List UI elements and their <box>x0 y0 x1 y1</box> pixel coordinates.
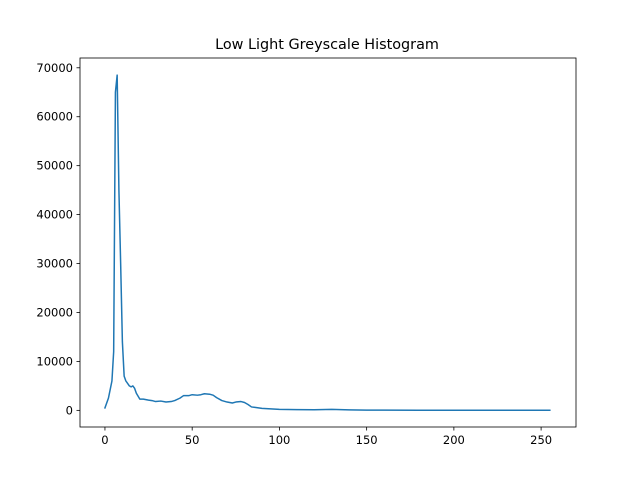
chart-title: Low Light Greyscale Histogram <box>215 37 439 53</box>
x-tick-label: 50 <box>185 433 200 447</box>
plot-area: 0 50 100 150 200 250 0 10000 20000 30000 40000 5000… <box>36 61 552 447</box>
x-tick-label: 150 <box>356 433 378 447</box>
x-tick-label: 200 <box>443 433 465 447</box>
y-tick-label: 30000 <box>36 257 73 271</box>
y-tick-label: 70000 <box>36 61 73 75</box>
y-tick-label: 40000 <box>36 208 73 222</box>
axes-frame <box>79 57 577 428</box>
x-tick-label: 250 <box>530 433 552 447</box>
y-tick-label: 10000 <box>36 354 73 368</box>
y-tick-label: 20000 <box>36 305 73 319</box>
y-tick-label: 0 <box>66 403 73 417</box>
series-line-0 <box>103 74 551 412</box>
x-tick-label: 100 <box>268 433 290 447</box>
y-tick-label: 60000 <box>36 110 73 124</box>
y-tick-label: 50000 <box>36 159 73 173</box>
x-tick-label: 0 <box>101 433 108 447</box>
